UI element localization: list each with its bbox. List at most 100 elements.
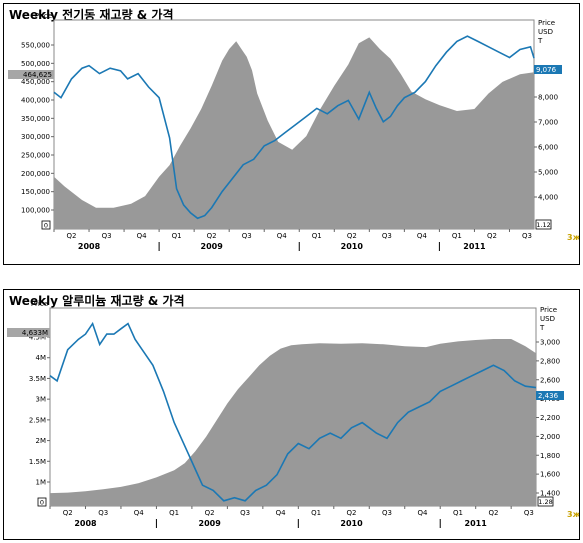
right-axis-unit: T xyxy=(537,37,543,45)
right-tick-label: 1,400 xyxy=(540,490,560,498)
right-tick-label: 2,600 xyxy=(540,376,560,384)
bottom-right-label: 1.12 xyxy=(536,221,550,229)
right-tick-label: 8,000 xyxy=(538,94,558,102)
right-tick-label: 4,000 xyxy=(538,194,558,202)
right-tick-label: 1,600 xyxy=(540,471,560,479)
x-quarter-label: Q3 xyxy=(382,509,392,517)
x-quarter-label: Q4 xyxy=(276,509,287,517)
x-quarter-label: Q3 xyxy=(522,232,532,240)
x-quarter-label: Q4 xyxy=(137,232,148,240)
x-year-label: 2010 xyxy=(340,519,363,528)
x-quarter-label: Q3 xyxy=(98,509,108,517)
x-quarter-label: Q2 xyxy=(347,509,357,517)
left-tick-label: 350,000 xyxy=(21,115,50,123)
x-quarter-label: Q3 xyxy=(382,232,392,240)
bottom-right-box xyxy=(537,496,554,507)
x-year-label: 2011 xyxy=(463,242,486,251)
price-line xyxy=(53,35,535,220)
x-quarter-label: Q4 xyxy=(417,509,428,517)
left-tick-label: 450,000 xyxy=(21,78,50,86)
last-value-left-bg xyxy=(7,328,50,337)
aluminum-chart-svg: PricePriceUSDT4.5M4M3.5M3M2.5M2M1.5M1M3,… xyxy=(7,300,579,528)
bottom-left-label: 0 xyxy=(40,499,44,507)
chart-title: Weekly 전기동 재고량 & 가격 xyxy=(9,8,174,22)
left-tick-label: 3M xyxy=(36,396,47,404)
x-quarter-label: Q4 xyxy=(277,232,288,240)
x-quarter-label: Q1 xyxy=(452,232,462,240)
x-quarter-label: Q1 xyxy=(311,509,321,517)
last-value-right: 2,436 xyxy=(538,392,559,400)
x-year-label: 2008 xyxy=(74,519,97,528)
x-quarter-label: Q3 xyxy=(102,232,112,240)
x-quarter-label: Q2 xyxy=(63,509,73,517)
x-quarter-label: Q4 xyxy=(417,232,428,240)
x-quarter-label: Q2 xyxy=(205,509,215,517)
x-year-label: 2011 xyxy=(465,519,488,528)
bottom-right-label: 1.28 xyxy=(538,498,552,506)
bottom-left-box xyxy=(37,497,47,507)
right-tick-label: 2,000 xyxy=(540,433,560,441)
left-tick-label: 1M xyxy=(36,479,47,487)
copper-chart-panel: Weekly 전기동 재고량 & 가격 Price Price USD T 550,00… xyxy=(3,3,580,265)
right-tick-label: 2,200 xyxy=(540,414,560,422)
right-tick-label: 6,000 xyxy=(538,144,558,152)
bottom-left-label: 0 xyxy=(44,222,48,230)
x-quarter-label: Q3 xyxy=(242,232,252,240)
right-tick-label: 5,000 xyxy=(538,169,558,177)
x-quarter-label: Q3 xyxy=(524,509,534,517)
aluminum-chart-panel: Weekly 알루미늄 재고량 & 가격 Price Price USD T 4.5M 4… xyxy=(3,289,580,540)
x-quarter-label: Q2 xyxy=(347,232,357,240)
x-year-label: 2010 xyxy=(341,242,364,251)
right-axis-unit: Price xyxy=(538,19,555,27)
left-tick-label: 400,000 xyxy=(21,97,50,105)
bottom-right-box xyxy=(535,219,552,230)
x-quarter-label: Q2 xyxy=(207,232,217,240)
right-tick-label: 3,000 xyxy=(540,339,560,347)
x-quarter-label: Q2 xyxy=(487,232,497,240)
left-tick-label: 550,000 xyxy=(21,42,50,50)
inventory-area xyxy=(50,339,536,506)
left-tick-label: 2.5M xyxy=(29,416,46,424)
x-quarter-label: Q1 xyxy=(312,232,322,240)
right-axis-unit: Price xyxy=(540,306,557,314)
corner-label: 3ж xyxy=(567,233,579,242)
x-quarter-label: Q2 xyxy=(488,509,498,517)
right-tick-label: 2,800 xyxy=(540,357,560,365)
right-tick-label: 1,800 xyxy=(540,452,560,460)
left-tick-label: 2M xyxy=(36,437,47,445)
left-tick-label: 100,000 xyxy=(21,207,50,215)
right-tick-label: 7,000 xyxy=(538,119,558,127)
x-quarter-label: Q3 xyxy=(240,509,250,517)
x-quarter-label: Q1 xyxy=(453,509,463,517)
right-axis-unit: USD xyxy=(538,28,553,36)
last-value-right-bg xyxy=(536,391,564,400)
bottom-left-box xyxy=(41,220,51,230)
left-tick-label: 250,000 xyxy=(21,152,50,160)
copper-chart-svg: PricePriceUSDT550,000500,000450,000400,0… xyxy=(8,12,579,251)
left-axis-unit: Price xyxy=(31,300,48,308)
left-tick-label: 500,000 xyxy=(21,60,50,68)
x-year-label: 2009 xyxy=(201,242,224,251)
x-quarter-label: Q1 xyxy=(169,509,179,517)
right-axis-unit: USD xyxy=(540,315,555,323)
last-value-left: 464,625 xyxy=(23,71,52,79)
last-value-right: 9,076 xyxy=(536,66,557,74)
x-quarter-label: Q4 xyxy=(134,509,145,517)
x-year-label: 2009 xyxy=(199,519,222,528)
left-tick-label: 150,000 xyxy=(21,188,50,196)
inventory-area xyxy=(54,37,534,230)
left-tick-label: 3.5M xyxy=(29,375,46,383)
x-year-label: 2008 xyxy=(78,242,101,251)
last-value-left-bg xyxy=(8,70,54,79)
price-line xyxy=(49,321,537,502)
chart-title: Weekly 알루미늄 재고량 & 가격 xyxy=(9,294,185,308)
left-tick-label: 1.5M xyxy=(29,458,46,466)
left-tick-label: 300,000 xyxy=(21,133,50,141)
left-tick-label: 200,000 xyxy=(21,170,50,178)
left-axis-unit: Price xyxy=(35,12,52,20)
last-value-right-bg xyxy=(534,65,562,74)
x-quarter-label: Q2 xyxy=(67,232,77,240)
last-value-left: 4,633M xyxy=(22,329,48,337)
left-tick-label: 4.5M xyxy=(29,334,46,342)
left-tick-label: 4M xyxy=(36,354,47,362)
